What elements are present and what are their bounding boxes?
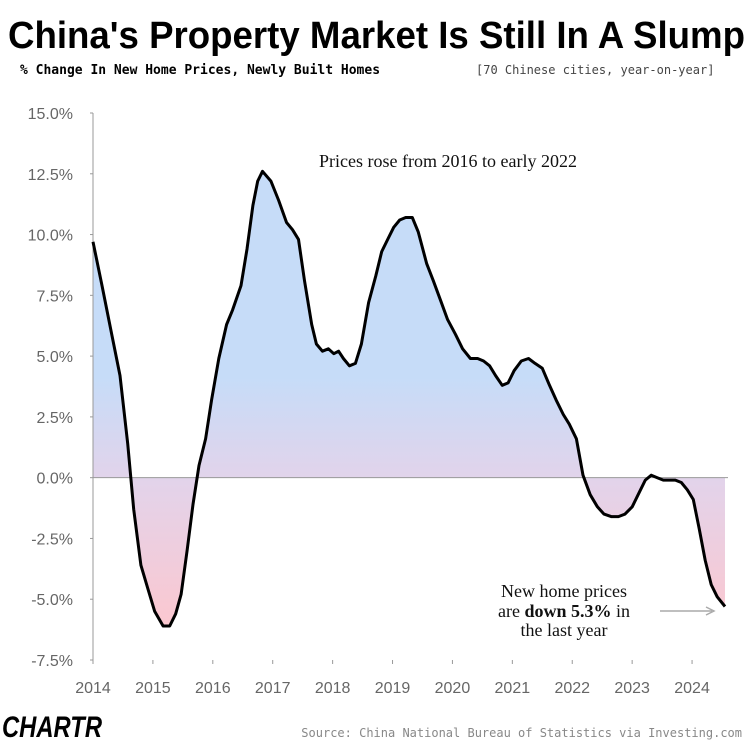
y-tick-label: -2.5% [31, 531, 73, 548]
x-tick-label: 2021 [495, 680, 531, 697]
annotation: are down 5.3% in [498, 601, 630, 621]
y-tick-label: 5.0% [37, 349, 73, 366]
x-tick-label: 2018 [315, 680, 351, 697]
annotation: New home prices [501, 581, 627, 601]
x-tick-label: 2017 [255, 680, 291, 697]
y-tick-label: 10.0% [28, 228, 73, 245]
annotation-arrow [705, 606, 716, 616]
source: Source: China National Bureau of Statist… [301, 726, 742, 740]
y-tick-label: 0.0% [37, 471, 73, 488]
annotation-text: are [498, 601, 524, 621]
x-tick-label: 2023 [614, 680, 650, 697]
annotation: the last year [521, 620, 608, 640]
x-tick-label: 2022 [554, 680, 590, 697]
x-tick-label: 2016 [195, 680, 231, 697]
y-tick-label: 15.0% [28, 106, 73, 123]
annotation: Prices rose from 2016 to early 2022 [319, 151, 577, 171]
line [91, 169, 727, 628]
y-tick-label: 2.5% [37, 410, 73, 427]
annotation-text: New home prices [501, 581, 627, 601]
x-tick-label: 2019 [375, 680, 411, 697]
area [93, 171, 725, 627]
y-tick-label: 12.5% [28, 167, 73, 184]
subtitle: % Change In New Home Prices, Newly Built… [20, 63, 380, 78]
y-tick-label: 7.5% [37, 288, 73, 305]
subtitle-note: [70 Chinese cities, year-on-year] [476, 63, 714, 77]
x-tick-label: 2014 [75, 680, 111, 697]
y-tick-label: -5.0% [31, 592, 73, 609]
annotation-text: down 5.3% [524, 601, 611, 621]
x-tick-label: 2015 [135, 680, 171, 697]
x-tick-label: 2024 [674, 680, 710, 697]
logo: CHARTR [2, 711, 102, 744]
x-tick-label: 2020 [435, 680, 471, 697]
y-tick-label: -7.5% [31, 653, 73, 670]
annotation-text: in [612, 601, 631, 621]
chart-title: China's Property Market Is Still In A Sl… [8, 15, 745, 57]
